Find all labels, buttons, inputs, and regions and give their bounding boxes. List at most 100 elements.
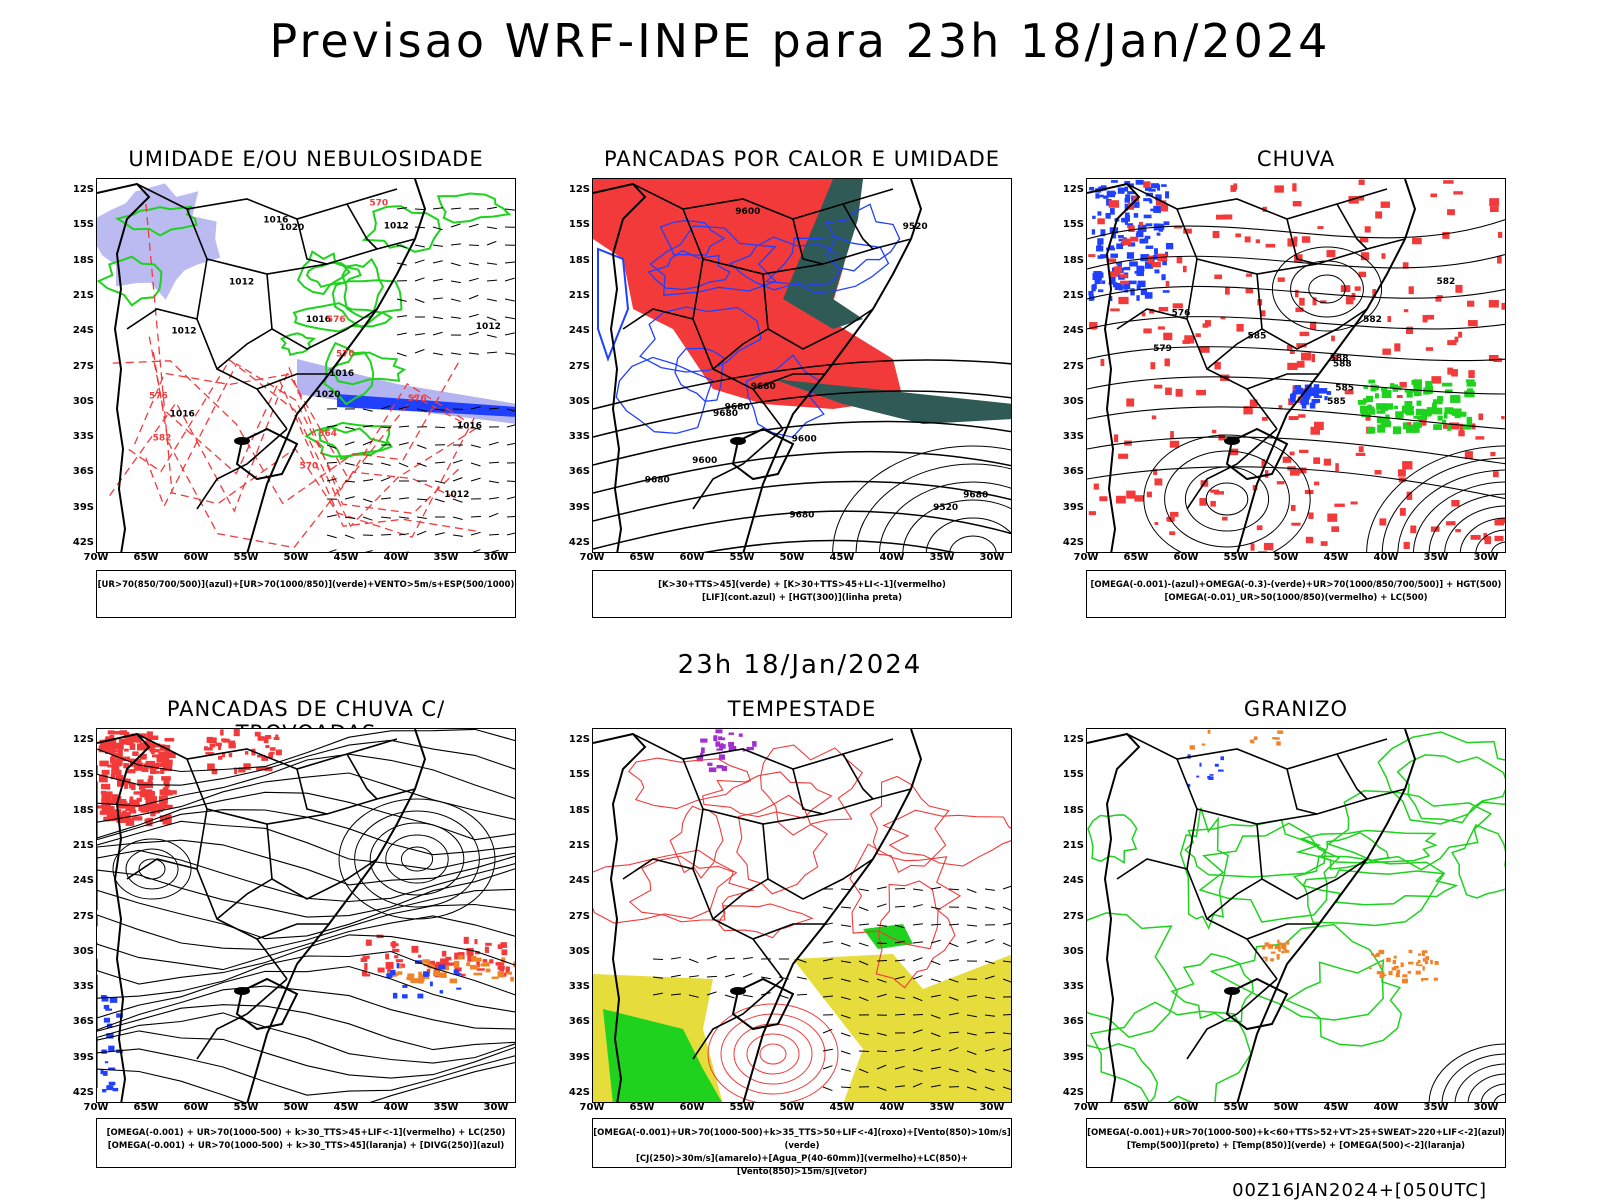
lon-tick-label: 60W (1166, 1102, 1206, 1113)
lat-tick-label: 27S (550, 911, 590, 922)
lat-tick-label: 39S (550, 1052, 590, 1063)
lat-tick-label: 33S (54, 431, 94, 442)
lat-tick-label: 27S (54, 911, 94, 922)
legend-box: [OMEGA(-0.001)+UR>70(1000-500)+k>35_TTS>… (592, 1118, 1012, 1168)
lat-tick-label: 24S (550, 875, 590, 886)
contour-label: 1016 (329, 369, 354, 379)
lon-tick-label: 35W (426, 552, 466, 563)
lon-tick-label: 45W (326, 1102, 366, 1113)
lat-tick-label: 30S (1044, 396, 1084, 407)
lon-tick-label: 65W (622, 1102, 662, 1113)
lon-tick-label: 30W (972, 552, 1012, 563)
contour-label: 9680 (751, 382, 776, 392)
lon-tick-label: 55W (722, 552, 762, 563)
lat-tick-label: 27S (1044, 361, 1084, 372)
lon-tick-label: 30W (1466, 1102, 1506, 1113)
map-canvas (593, 729, 1012, 1103)
lon-tick-label: 70W (572, 552, 612, 563)
lat-tick-label: 42S (54, 537, 94, 548)
lon-tick-label: 70W (76, 552, 116, 563)
contour-label: 1012 (384, 222, 409, 232)
legend-line: [OMEGA(-0.01)_UR>50(1000/850)(vermelho) … (1087, 592, 1505, 605)
contour-label: 582 (1437, 277, 1456, 287)
lat-tick-label: 39S (1044, 1052, 1084, 1063)
lon-tick-label: 40W (376, 552, 416, 563)
contour-label: 576 (408, 394, 427, 404)
panel-title: UMIDADE E/OU NEBULOSIDADE (96, 147, 516, 171)
contour-label: 1012 (476, 322, 501, 332)
contour-label: 1012 (444, 490, 469, 500)
thunderstorm-fields (97, 729, 516, 1103)
instability-fields (593, 179, 1012, 553)
lon-tick-label: 40W (872, 552, 912, 563)
lat-tick-label: 15S (550, 219, 590, 230)
lat-tick-label: 15S (550, 769, 590, 780)
lat-tick-label: 18S (1044, 255, 1084, 266)
lat-tick-label: 12S (550, 734, 590, 745)
lat-tick-label: 42S (54, 1087, 94, 1098)
lat-tick-label: 39S (1044, 502, 1084, 513)
lon-tick-label: 50W (1266, 552, 1306, 563)
lon-tick-label: 45W (326, 552, 366, 563)
contour-label: 1020 (279, 223, 304, 233)
lat-tick-label: 21S (54, 290, 94, 301)
lon-tick-label: 40W (1366, 552, 1406, 563)
contour-label: 9680 (645, 475, 670, 485)
lon-tick-label: 30W (476, 552, 516, 563)
legend-line: [OMEGA(-0.001) + UR>70(1000-500) + k>30_… (97, 1140, 515, 1153)
lon-tick-label: 45W (822, 1102, 862, 1113)
legend-line: [OMEGA(-0.001)+UR>70(1000-500)+k<60+TTS>… (1087, 1127, 1505, 1140)
lon-tick-label: 70W (572, 1102, 612, 1113)
legend-box: [OMEGA(-0.001) + UR>70(1000-500) + k>30_… (96, 1118, 516, 1168)
lon-tick-label: 65W (622, 552, 662, 563)
lon-tick-label: 55W (226, 552, 266, 563)
map-canvas (97, 729, 516, 1103)
lat-tick-label: 24S (1044, 875, 1084, 886)
lat-tick-label: 30S (550, 396, 590, 407)
lon-tick-label: 50W (772, 552, 812, 563)
lon-tick-label: 60W (672, 552, 712, 563)
lon-tick-label: 30W (476, 1102, 516, 1113)
lat-tick-label: 15S (54, 219, 94, 230)
contour-label: 576 (1172, 309, 1191, 319)
legend-line: [OMEGA(-0.001)+UR>70(1000-500)+k>35_TTS>… (593, 1127, 1011, 1153)
contour-label: 585 (1248, 332, 1267, 342)
contour-label: 9520 (903, 222, 928, 232)
lon-tick-label: 65W (1116, 1102, 1156, 1113)
lon-tick-label: 45W (1316, 552, 1356, 563)
lon-tick-label: 65W (126, 552, 166, 563)
lat-tick-label: 21S (54, 840, 94, 851)
contour-label: 9600 (692, 456, 717, 466)
mid-title: 23h 18/Jan/2024 (0, 650, 1600, 680)
contour-label: 570 (336, 349, 355, 359)
panel-title: TEMPESTADE (592, 697, 1012, 721)
contour-label: 9520 (933, 503, 958, 513)
lat-tick-label: 33S (550, 981, 590, 992)
lon-tick-label: 55W (1216, 552, 1256, 563)
lat-tick-label: 30S (54, 946, 94, 957)
contour-label: 570 (299, 461, 318, 471)
lat-tick-label: 36S (54, 466, 94, 477)
legend-line: [UR>70(850/700/500)](azul)+[UR>70(1000/8… (97, 579, 515, 592)
lat-tick-label: 39S (54, 1052, 94, 1063)
lat-tick-label: 12S (550, 184, 590, 195)
lon-tick-label: 60W (1166, 552, 1206, 563)
lon-tick-label: 30W (972, 1102, 1012, 1113)
lat-tick-label: 39S (54, 502, 94, 513)
contour-label: 579 (1153, 344, 1172, 354)
lat-tick-label: 33S (1044, 431, 1084, 442)
lat-tick-label: 21S (1044, 290, 1084, 301)
lon-tick-label: 60W (176, 1102, 216, 1113)
lon-tick-label: 35W (426, 1102, 466, 1113)
legend-line: [CJ(250)>30m/s](amarelo)+[Agua_P(40-60mm… (593, 1153, 1011, 1179)
lat-tick-label: 36S (1044, 1016, 1084, 1027)
lon-tick-label: 60W (672, 1102, 712, 1113)
contour-label: 9600 (792, 434, 817, 444)
contour-label: 585 (1327, 397, 1346, 407)
contour-label: 576 (149, 392, 168, 402)
map-tempestade (592, 728, 1012, 1103)
lat-tick-label: 24S (54, 325, 94, 336)
lat-tick-label: 33S (54, 981, 94, 992)
contour-label: 1020 (315, 390, 340, 400)
